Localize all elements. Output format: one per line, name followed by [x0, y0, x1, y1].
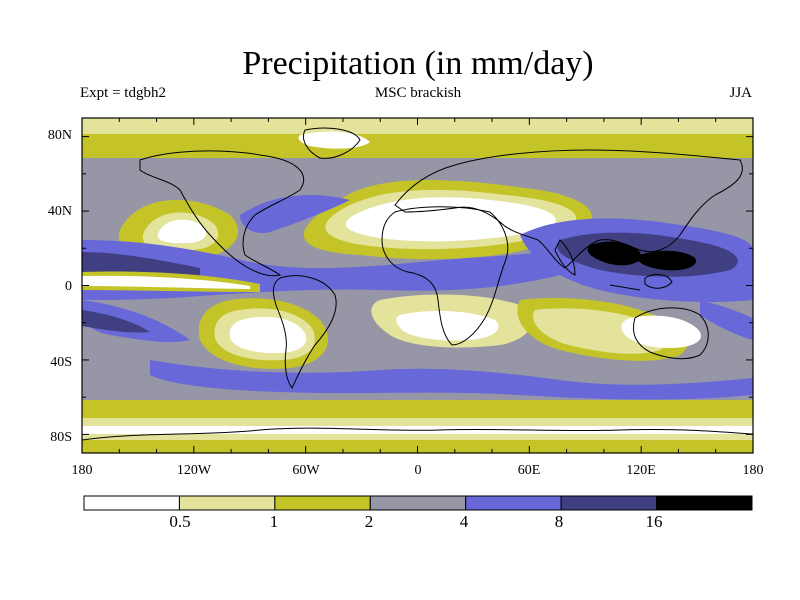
- colorbar-swatch: [178, 495, 276, 511]
- axis-ticks: [81, 118, 754, 453]
- lat-label: 40N: [48, 204, 72, 219]
- map-field: [82, 118, 753, 453]
- scenario-label: MSC brackish: [374, 85, 462, 101]
- lon-label: 0: [415, 463, 422, 478]
- colorbar-swatch: [83, 495, 180, 511]
- lat-label: 40S: [50, 355, 72, 370]
- colorbar-tick-label: 16: [646, 512, 663, 531]
- lat-label: 0: [65, 279, 72, 294]
- colorbar-swatch: [274, 495, 371, 511]
- lon-label: 120E: [626, 463, 656, 478]
- lon-label: 120W: [177, 463, 212, 478]
- colorbar-tick-label: 0.5: [169, 512, 190, 531]
- colorbar-swatch: [465, 495, 562, 511]
- coastlines: [82, 127, 753, 441]
- colorbar-tick-label: 2: [365, 512, 374, 531]
- colorbar-swatch: [656, 495, 753, 511]
- colorbar: [83, 495, 753, 511]
- lon-label: 180: [743, 463, 764, 478]
- lat-label: 80N: [48, 128, 72, 143]
- lat-label: 80S: [50, 430, 72, 445]
- colorbar-tick-label: 1: [270, 512, 279, 531]
- season-label: JJA: [729, 85, 752, 101]
- colorbar-swatch: [369, 495, 467, 511]
- experiment-label: Expt = tdgbh2: [80, 85, 166, 101]
- colorbar-swatch: [560, 495, 658, 511]
- colorbar-tick-label: 8: [555, 512, 564, 531]
- lon-label: 180: [72, 463, 93, 478]
- map-title: Precipitation (in mm/day): [242, 45, 594, 82]
- lon-label: 60W: [292, 463, 320, 478]
- colorbar-tick-label: 4: [460, 512, 469, 531]
- lon-label: 60E: [518, 463, 541, 478]
